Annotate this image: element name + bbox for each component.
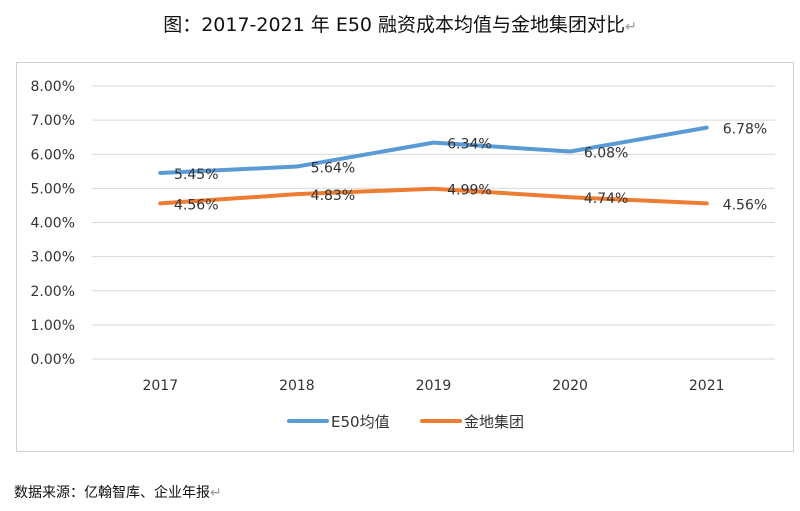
x-axis: 2017 2018 2019 2020 2021 bbox=[142, 378, 724, 394]
data-label: 5.64% bbox=[311, 161, 355, 177]
line-chart: 0.00% 1.00% 2.00% 3.00% 4.00% 5.00% 6.00% 7.00%… bbox=[31, 79, 775, 431]
y-tick-label: 4.00% bbox=[31, 216, 75, 232]
data-point bbox=[432, 187, 435, 191]
data-point bbox=[705, 201, 709, 205]
x-tick-label: 2018 bbox=[279, 378, 315, 394]
title-text: 图：2017-2021 年 E50 融资成本均值与金地集团对比 bbox=[163, 14, 626, 36]
data-label: 6.08% bbox=[584, 146, 628, 162]
y-axis: 0.00% 1.00% 2.00% 3.00% 4.00% 5.00% 6.00% 7.00%… bbox=[31, 79, 75, 368]
data-labels: 5.45% 5.64% 6.34% 6.08% 6.78% 4.56% 4.83% 4.99%… bbox=[174, 122, 767, 214]
chart-frame: 0.00% 1.00% 2.00% 3.00% 4.00% 5.00% 6.00% 7.00%… bbox=[16, 62, 794, 452]
gridlines bbox=[92, 85, 775, 360]
data-label: 4.83% bbox=[311, 188, 355, 204]
series-lines bbox=[158, 125, 709, 206]
x-tick-label: 2020 bbox=[552, 378, 588, 394]
y-tick-label: 8.00% bbox=[31, 79, 75, 95]
y-tick-label: 0.00% bbox=[31, 352, 75, 368]
legend-label: 金地集团 bbox=[464, 413, 524, 431]
data-point bbox=[568, 195, 572, 199]
data-point bbox=[295, 192, 299, 196]
y-tick-label: 6.00% bbox=[31, 147, 75, 163]
y-tick-label: 3.00% bbox=[31, 250, 75, 266]
data-label: 6.78% bbox=[723, 122, 767, 138]
y-tick-label: 7.00% bbox=[31, 113, 75, 129]
x-tick-label: 2017 bbox=[142, 378, 178, 394]
data-label: 5.45% bbox=[174, 167, 218, 183]
x-tick-label: 2021 bbox=[689, 378, 725, 394]
data-label: 6.34% bbox=[447, 137, 491, 153]
data-label: 4.56% bbox=[174, 197, 218, 213]
y-tick-label: 2.00% bbox=[31, 284, 75, 300]
data-label: 4.74% bbox=[584, 191, 628, 207]
source-note: 数据来源：亿翰智库、企业年报↵ bbox=[14, 482, 222, 502]
data-point bbox=[568, 150, 572, 154]
y-tick-label: 5.00% bbox=[31, 181, 75, 197]
data-label: 4.99% bbox=[447, 183, 491, 199]
source-return-mark: ↵ bbox=[210, 485, 222, 501]
data-point bbox=[295, 165, 299, 169]
page-title: 图：2017-2021 年 E50 融资成本均值与金地集团对比↵ bbox=[0, 10, 800, 37]
title-return-mark: ↵ bbox=[625, 19, 637, 35]
data-point bbox=[432, 141, 435, 145]
data-point bbox=[158, 201, 162, 205]
y-tick-label: 1.00% bbox=[31, 318, 75, 334]
legend: E50均值 金地集团 bbox=[287, 413, 524, 431]
data-point bbox=[158, 171, 162, 175]
source-text: 数据来源：亿翰智库、企业年报 bbox=[14, 485, 210, 501]
data-label: 4.56% bbox=[723, 197, 767, 213]
x-tick-label: 2019 bbox=[416, 378, 452, 394]
data-point bbox=[705, 126, 709, 130]
legend-label: E50均值 bbox=[331, 413, 390, 431]
